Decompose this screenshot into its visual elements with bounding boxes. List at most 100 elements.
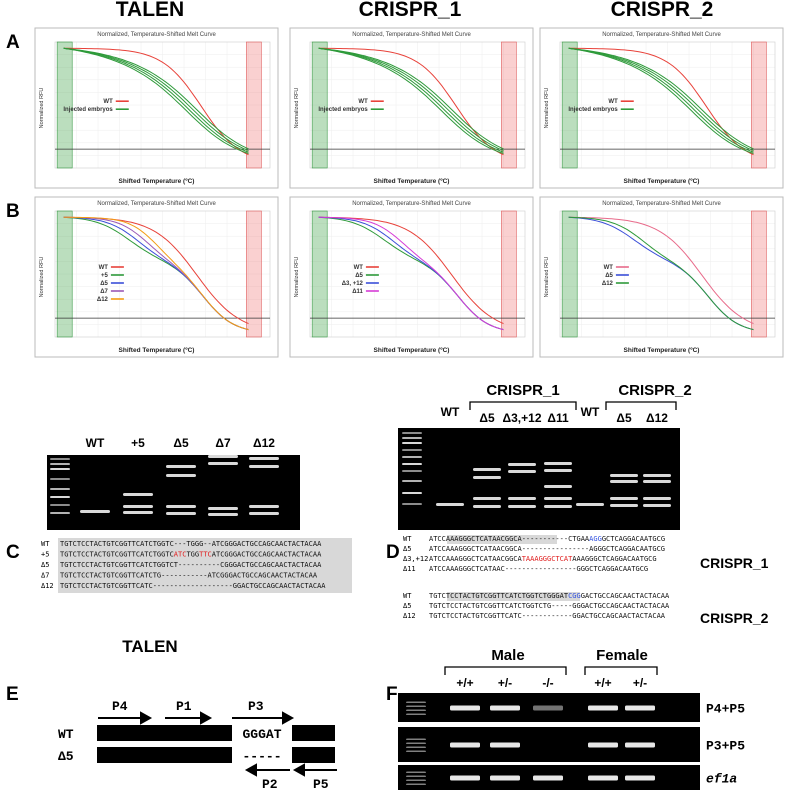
melt-curve [318,47,504,150]
panel-label: B [6,201,20,222]
lane-label: -/- [542,676,553,690]
sequence-segment: ATCCAAAGGGCTCATAACGGCA [429,555,523,563]
legend-label: Δ5 [605,273,613,279]
sequence-segment: TGTCTCCTACTGTCGGTTCATCTGGTCTG-----GGGACT… [429,602,670,610]
primer-label: P1 [176,699,192,714]
bracket [605,401,677,410]
legend-label: WT [608,99,618,105]
primer-label: P3 [248,699,264,714]
panel-label: E [6,684,19,705]
sequence-label: Δ5 [403,602,411,610]
melt-curve [568,47,754,152]
highlight-box [447,592,580,601]
gel [398,428,680,530]
arrowhead [200,711,213,725]
melt-curve [568,216,754,325]
legend-label: WT [354,265,364,271]
plot-title: Normalized, Temperature-Shifted Melt Cur… [97,201,216,207]
gel-band [625,775,655,781]
gel-band [508,463,536,466]
legend-label: Δ11 [352,289,363,295]
sequence-insert: GGGAT [242,727,281,742]
plot-title: Normalized, Temperature-Shifted Melt Cur… [602,32,721,38]
primer-label: P5 [313,777,329,792]
x-axis-label: Shifted Temperature (ºC) [119,347,195,354]
sequence-segment: GACTGCCAGCAACTACTACAA [581,592,670,600]
sequence-label: Δ11 [403,565,416,573]
gel-band [402,470,422,472]
gel-band [80,510,110,513]
gel-band [50,458,70,460]
melt-curve [568,47,754,153]
sequence-segment: TGG [186,551,199,559]
plot-area [54,210,271,338]
gel-band [490,742,520,748]
gel-band [473,476,501,479]
melt-curve [63,47,249,152]
gel-band [249,512,279,515]
gel-band [208,462,238,465]
end-region [501,41,517,169]
legend-label: Injected embryos [568,107,618,113]
x-axis-label: Shifted Temperature (ºC) [119,178,195,185]
gel-band [50,468,70,470]
arrowhead [292,763,305,777]
melt-curve [63,216,249,331]
gel-band [588,742,618,748]
row-label: P4+P5 [706,702,745,717]
gel-band [402,492,422,494]
arrowhead [282,711,295,725]
melt-curve [318,216,504,331]
bracket [584,666,658,675]
gel-band [402,503,422,505]
legend-label: WT [604,265,614,271]
lane-label: Δ5 [479,411,495,425]
group-label: CRISPR_2 [618,382,691,399]
bracket [469,401,577,410]
sequence-label: Δ12 [41,582,54,590]
sequence-segment: TTC [199,551,212,559]
column-header: TALEN [116,0,184,21]
gel-band [508,497,536,500]
legend-label: Δ3, +12 [342,281,364,287]
panel-label: C [6,542,20,563]
gel-band [249,457,279,460]
sequence-segment: ATCGGGACTGCCAGCAACTACTACAA [212,551,322,559]
y-axis-label: Normalized RFU [294,88,300,129]
sequence-segment: TGTCTCCTACTGTCGGTTCATCTGGTCTGGGAT [429,592,569,600]
plot-title: Normalized, Temperature-Shifted Melt Cur… [602,201,721,207]
x-axis-label: Shifted Temperature (ºC) [624,347,700,354]
sequence: TGTCTCCTACTGTCGGTTCATCTGGTCTGGGATCGGGACT… [429,592,670,600]
start-region [56,41,73,169]
primer-label: P4 [112,699,128,714]
lane-label: Δ12 [646,411,668,425]
y-axis-label: Normalized RFU [39,88,45,129]
arrowhead [244,763,257,777]
gel-band [436,503,464,506]
gel-band [50,512,70,514]
legend-label: WT [358,99,368,105]
gel-band [123,493,153,496]
lane-label: +/- [498,676,512,690]
caption: TALEN [122,637,177,656]
sequence-segment: ATC [174,551,187,559]
lane-label: +/+ [456,676,473,690]
lane-label: Δ5 [616,411,632,425]
gel-band [610,474,638,477]
sequence-label: Δ7 [41,572,49,580]
panel-label: F [386,684,398,705]
sequence-segment: GCTCAGGACAATGCG [602,535,665,543]
sequence: ATCCAAAGGGCTCATAACGGCATAAAGGGCTCATAAAGGG… [429,555,657,563]
plot-area [309,41,526,169]
gel-band [402,456,422,458]
y-axis-label: Normalized RFU [294,257,300,298]
sequence-group-label: CRISPR_2 [700,610,769,626]
legend-label: Δ5 [355,273,363,279]
gel-band [406,746,426,748]
gel-band [544,497,572,500]
lane-label: WT [441,405,460,419]
legend-label: +5 [101,273,109,279]
dna-bar [292,747,335,763]
gel-band [508,505,536,508]
x-axis-label: Shifted Temperature (ºC) [624,178,700,185]
